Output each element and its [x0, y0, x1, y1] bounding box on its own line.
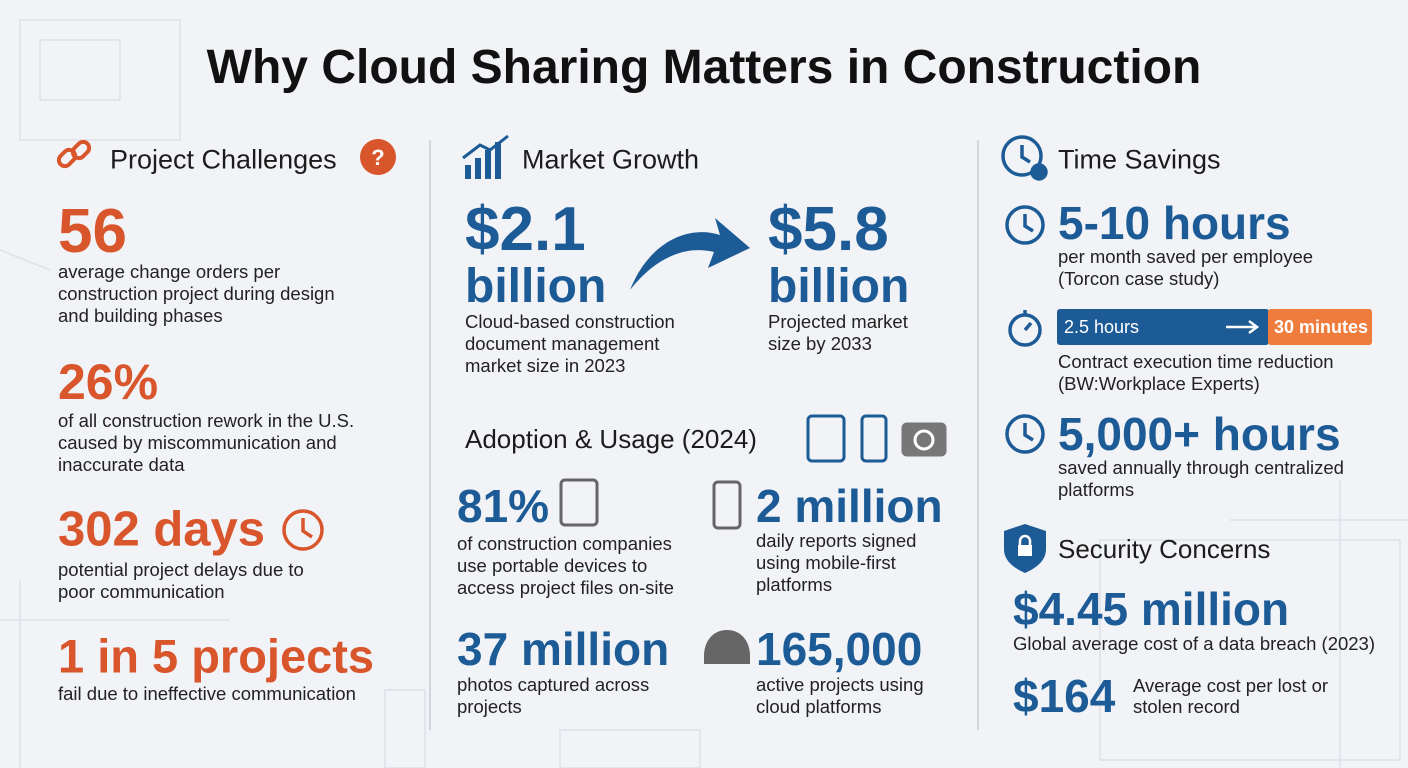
- stat-value: $4.45 million: [1013, 583, 1290, 635]
- stat-value: 2 million: [756, 480, 943, 532]
- stat-text: stolen record: [1133, 695, 1240, 717]
- device-icons: [806, 414, 947, 463]
- stat-value: 81%: [457, 480, 550, 532]
- phone-icon: [712, 480, 742, 530]
- shield-icon: [1004, 524, 1046, 573]
- growth-arrow: [630, 218, 750, 290]
- stat-text: construction project during design: [58, 282, 335, 304]
- clock-gear-icon: [1001, 135, 1048, 181]
- stat-text: (Torcon case study): [1058, 267, 1220, 289]
- stat-text: poor communication: [58, 580, 225, 602]
- stat-value: 5,000+ hours: [1058, 408, 1341, 460]
- stat-text: and building phases: [58, 304, 223, 326]
- stat-text: of construction companies: [457, 532, 672, 554]
- stat-text: using mobile-first: [756, 551, 896, 573]
- stat-value: 56: [58, 197, 127, 266]
- question-icon: ?: [360, 139, 396, 175]
- stat-value: $2.1: [465, 195, 586, 264]
- stat-text: access project files on-site: [457, 576, 674, 598]
- bar-to-label: 30 minutes: [1274, 317, 1369, 337]
- time-bar: [1057, 309, 1372, 345]
- bar-from-label: 2.5 hours: [1064, 317, 1140, 337]
- stat-text: potential project delays due to: [58, 558, 304, 580]
- stat-text: saved annually through centralized: [1058, 456, 1344, 478]
- clock-icon: [282, 509, 324, 551]
- stat-text: size by 2033: [768, 332, 872, 354]
- stat-value: $5.8: [768, 195, 889, 264]
- stat-text: Contract execution time reduction: [1058, 350, 1334, 372]
- stat-text: daily reports signed: [756, 529, 917, 551]
- stat-value: 165,000: [756, 623, 923, 675]
- stat-text: platforms: [1058, 478, 1135, 500]
- heading: Security Concerns: [1058, 534, 1271, 564]
- stat-text: active projects using: [756, 673, 924, 695]
- stat-text: Projected market: [768, 310, 908, 332]
- stat-text: market size in 2023: [465, 354, 626, 376]
- blueprint-background: [0, 19, 1408, 768]
- title: Why Cloud Sharing Matters in Constructio…: [206, 41, 1202, 94]
- stat-text: projects: [457, 695, 522, 717]
- stopwatch-icon: [1008, 310, 1042, 347]
- stat-value: $164: [1013, 670, 1116, 722]
- stat-text: Average cost per lost or: [1133, 674, 1329, 696]
- heading: Adoption & Usage (2024): [465, 424, 757, 454]
- stat-value: 5-10 hours: [1058, 197, 1291, 249]
- chart-icon: [462, 134, 509, 179]
- stat-text: Cloud-based construction: [465, 310, 675, 332]
- stat-text: caused by miscommunication and: [58, 431, 337, 453]
- stat-value: 302 days: [58, 502, 266, 557]
- stat-text: inaccurate data: [58, 453, 185, 475]
- stat-text: use portable devices to: [457, 554, 648, 576]
- stat-text: of all construction rework in the U.S.: [58, 409, 355, 431]
- stat-value: 1 in 5 projects: [58, 629, 375, 683]
- helmet-icon: [704, 630, 750, 664]
- stat-text: per month saved per employee: [1058, 245, 1314, 267]
- stat-text: Global average cost of a data breach (20…: [1013, 632, 1376, 654]
- stat-unit: billion: [465, 260, 607, 313]
- stat-value: 26%: [58, 354, 159, 410]
- stat-text: photos captured across: [457, 673, 650, 695]
- heading: Time Savings: [1058, 144, 1221, 175]
- stat-text: fail due to ineffective communication: [58, 682, 356, 704]
- stat-text: cloud platforms: [756, 695, 882, 717]
- svg-text:?: ?: [371, 145, 384, 170]
- stat-text: platforms: [756, 573, 833, 595]
- stat-text: (BW:Workplace Experts): [1058, 372, 1260, 394]
- tablet-icon: [559, 478, 599, 527]
- clock-icon: [1005, 205, 1045, 245]
- stat-text: average change orders per: [58, 260, 281, 282]
- stat-value: 37 million: [457, 623, 670, 675]
- heading: Project Challenges: [110, 144, 337, 175]
- stat-unit: billion: [768, 260, 910, 313]
- clock-icon: [1005, 414, 1045, 454]
- link-icon: [56, 139, 92, 169]
- heading: Market Growth: [522, 144, 700, 175]
- stat-text: document management: [465, 332, 660, 354]
